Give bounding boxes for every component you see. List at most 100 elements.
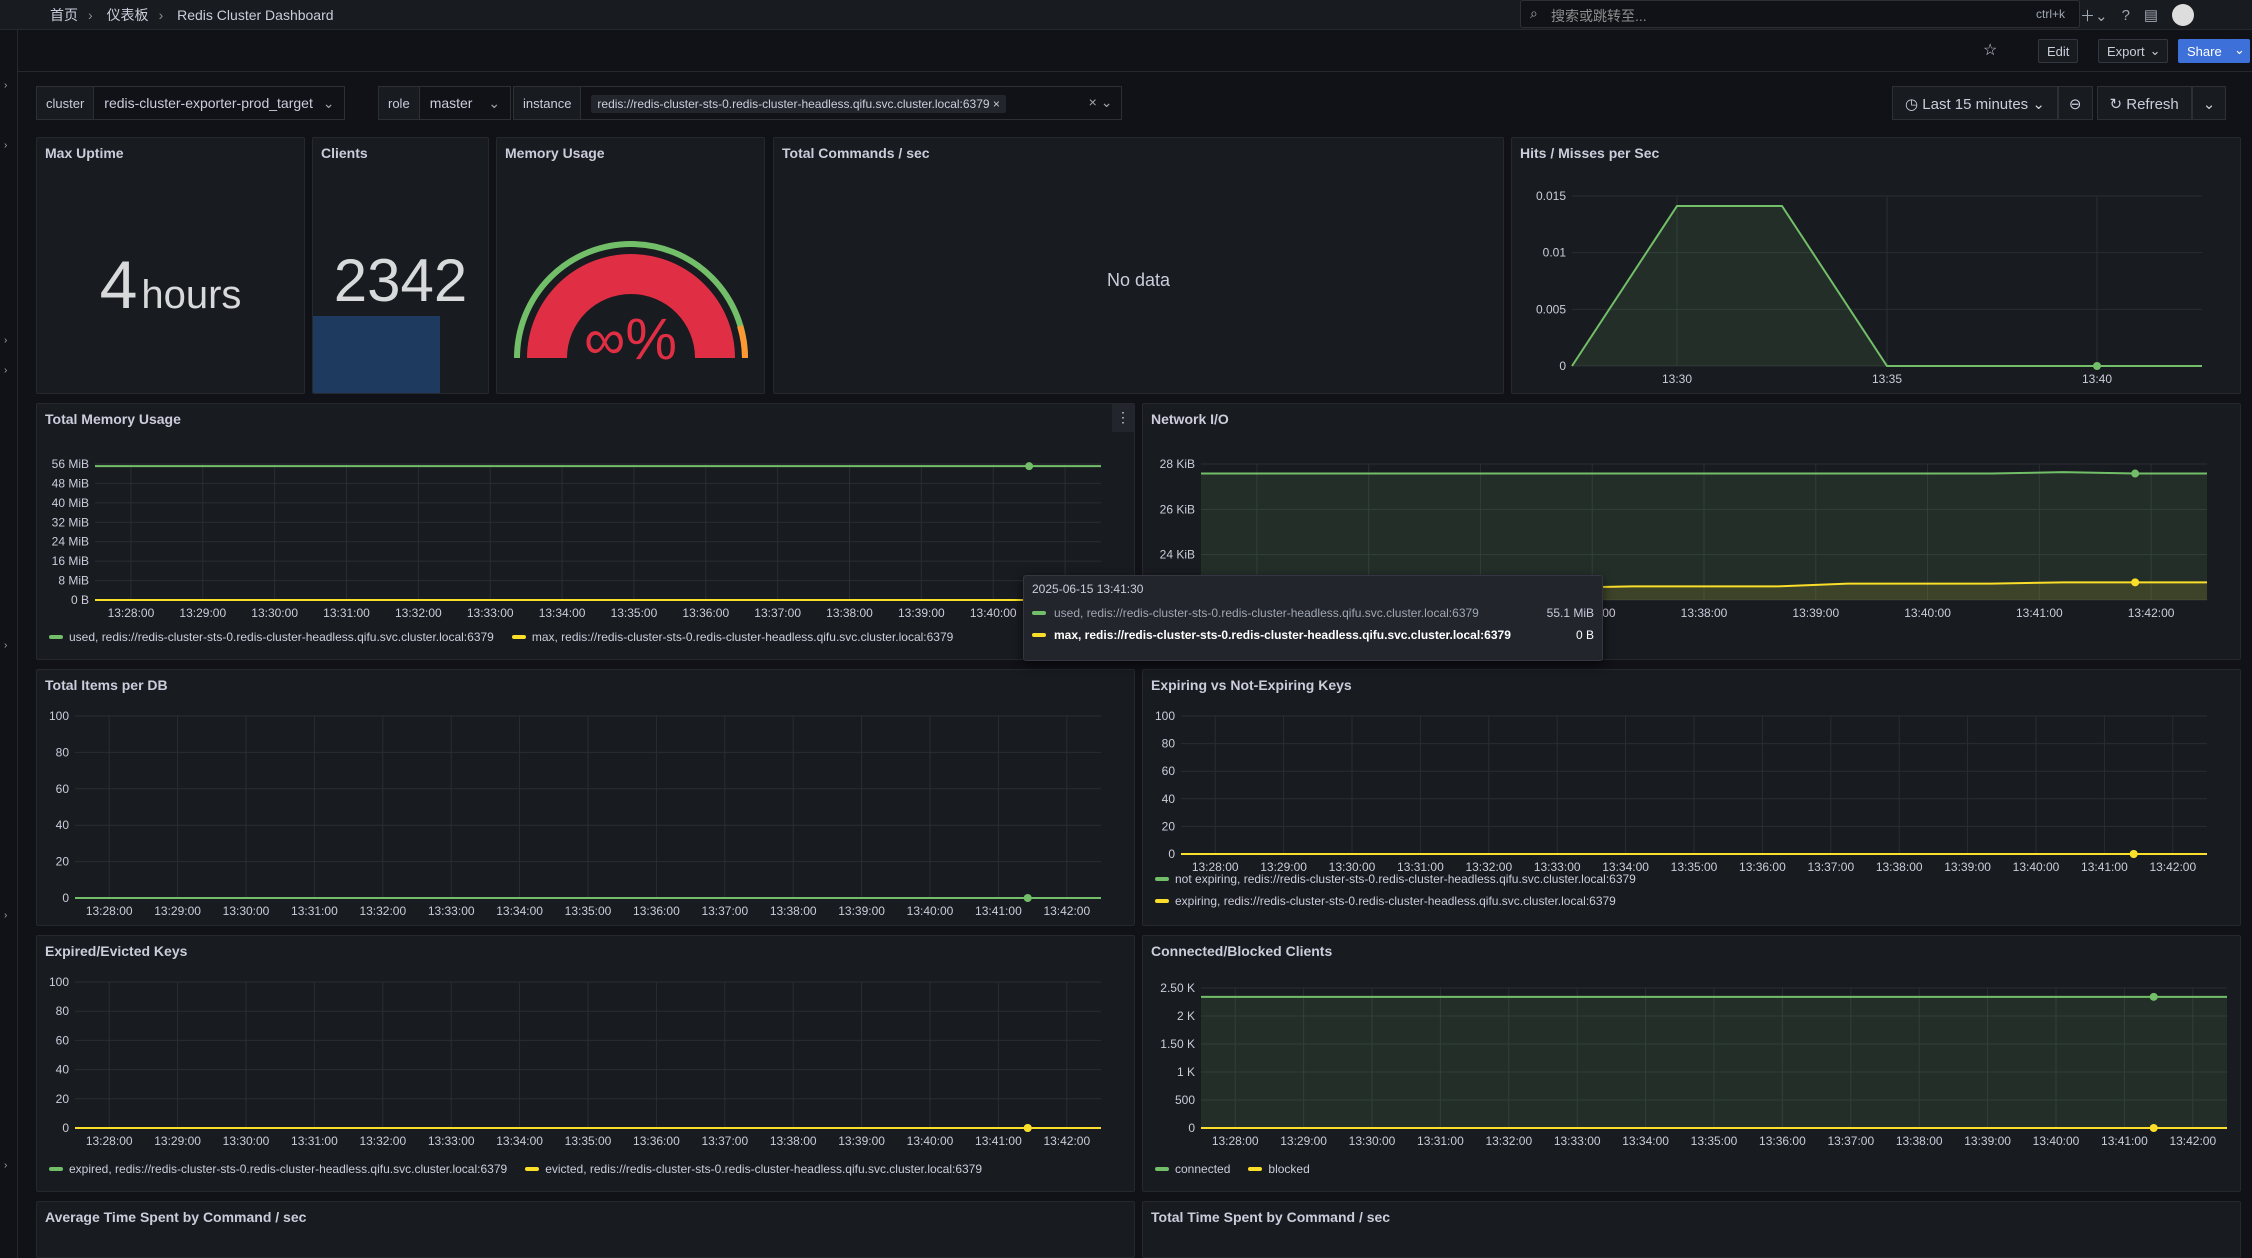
chevron-down-icon: ⌄ — [488, 95, 501, 111]
panel-hits-misses: Hits / Misses per Sec 0 0.005 0.01 0.015 13:… — [1511, 137, 2241, 394]
y-tick-label: 16 MiB — [52, 554, 89, 568]
y-tick-label: 40 — [56, 818, 70, 832]
cluster-value: redis-cluster-exporter-prod_target — [104, 95, 313, 111]
news-icon[interactable]: ▤ — [2143, 7, 2159, 24]
panel-expiring-keys: Expiring vs Not-Expiring Keys 0 20 40 60 80 1… — [1142, 669, 2241, 926]
chevron-icon[interactable]: › — [4, 365, 8, 376]
series-area — [1572, 206, 2202, 366]
breadcrumb-dashboards[interactable]: 仪表板 — [106, 7, 149, 23]
y-tick-label: 32 MiB — [52, 515, 89, 529]
share-button[interactable]: Share — [2178, 39, 2231, 63]
y-tick-label: 28 KiB — [1160, 457, 1195, 471]
x-tick-label: 13:29:00 — [154, 904, 201, 918]
legend-item[interactable]: expiring, redis://redis-cluster-sts-0.re… — [1155, 894, 1636, 908]
legend-swatch — [1155, 877, 1169, 881]
panel-title: Expired/Evicted Keys — [45, 943, 188, 959]
x-tick-label: 13:37:00 — [1827, 1134, 1874, 1148]
role-select[interactable]: master ⌄ — [419, 86, 512, 120]
panel-total-time: Total Time Spent by Command / sec — [1142, 1201, 2241, 1258]
chevron-icon[interactable]: › — [4, 80, 8, 91]
export-button[interactable]: Export ⌄ — [2098, 39, 2168, 63]
chevron-icon[interactable]: › — [4, 640, 8, 651]
cluster-select[interactable]: redis-cluster-exporter-prod_target ⌄ — [94, 86, 346, 120]
role-value: master — [429, 95, 473, 111]
panel-total-items: Total Items per DB 0 20 40 60 80 100 13:28:00 1… — [36, 669, 1135, 926]
x-tick-label: 13:30:00 — [1349, 1134, 1396, 1148]
memory-value: ∞% — [584, 307, 677, 372]
tooltip-value: 55.1 MiB — [1546, 606, 1594, 620]
y-tick-label: 0 B — [71, 593, 89, 607]
panel-menu-button[interactable]: ⋮ — [1112, 404, 1134, 432]
legend-item[interactable]: not expiring, redis://redis-cluster-sts-… — [1155, 872, 1636, 886]
x-tick-label: 13:28:00 — [86, 1134, 133, 1148]
x-tick-label: 13:32:00 — [1485, 1134, 1532, 1148]
search-input[interactable]: ⌕ 搜索或跳转至... ctrl+k — [1520, 0, 2080, 28]
remove-chip-icon[interactable]: × — [992, 97, 1000, 111]
legend-item[interactable]: max, redis://redis-cluster-sts-0.redis-c… — [511, 630, 953, 644]
instance-value: redis://redis-cluster-sts-0.redis-cluste… — [597, 97, 990, 111]
chevron-icon[interactable]: › — [4, 910, 8, 921]
panel-title: Connected/Blocked Clients — [1151, 943, 1333, 959]
chevron-icon[interactable]: › — [4, 335, 8, 346]
edit-button[interactable]: Edit — [2038, 39, 2079, 63]
help-icon[interactable]: ? — [2121, 6, 2130, 24]
share-dropdown-button[interactable]: ⌄ — [2229, 39, 2250, 63]
refresh-icon: ↻ — [2109, 96, 2123, 113]
x-tick-label: 13:41:00 — [2016, 606, 2063, 620]
zoom-out-icon: ⊖ — [2068, 96, 2082, 113]
y-tick-label: 500 — [1175, 1093, 1195, 1107]
x-tick-label: 13:31:00 — [323, 606, 370, 620]
legend-item[interactable]: blocked — [1248, 1162, 1310, 1176]
chevron-icon[interactable]: › — [4, 1160, 8, 1171]
instance-select[interactable]: redis://redis-cluster-sts-0.redis-cluste… — [581, 86, 1123, 120]
panel-title: Total Commands / sec — [782, 145, 930, 161]
hits-chart: 0 0.005 0.01 0.015 13:30 13:35 13:40 — [1536, 189, 2202, 386]
x-tick-label: 13:34:00 — [496, 904, 543, 918]
y-tick-label: 20 — [56, 855, 70, 869]
x-tick-label: 13:34:00 — [1622, 1134, 1669, 1148]
time-picker-button[interactable]: ◷ Last 15 minutes ⌄ — [1892, 86, 2058, 120]
refresh-button[interactable]: ↻ Refresh — [2096, 86, 2192, 120]
refresh-interval-button[interactable]: ⌄ — [2191, 86, 2227, 120]
top-bar: 首页 › 仪表板 › Redis Cluster Dashboard ⌕ 搜索或跳转… — [0, 0, 2252, 30]
y-tick-label: 0 — [62, 1121, 69, 1135]
y-tick-label: 0 — [1168, 847, 1175, 861]
uptime-value: 4 — [99, 247, 138, 323]
legend-item[interactable]: connected — [1155, 1162, 1230, 1176]
y-tick-label: 2 K — [1177, 1009, 1195, 1023]
x-tick-label: 13:30:00 — [223, 904, 270, 918]
tooltip-label: used, redis://redis-cluster-sts-0.redis-… — [1054, 606, 1479, 620]
connected-chart: 0 500 1 K 1.50 K 2 K 2.50 K 13:28:00 13:29:00 13… — [1160, 981, 2227, 1148]
x-tick-label: 13:42:00 — [1043, 1134, 1090, 1148]
x-tick-label: 13:28:00 — [1192, 860, 1239, 874]
x-tick-label: 13:36:00 — [633, 1134, 680, 1148]
plus-icon[interactable]: ＋⌄ — [2080, 7, 2108, 25]
y-tick-label: 60 — [56, 782, 70, 796]
legend-swatch — [511, 635, 526, 639]
legend-label: connected — [1175, 1162, 1231, 1176]
variable-instance: instance redis://redis-cluster-sts-0.red… — [513, 86, 1123, 120]
panel-title: Network I/O — [1151, 411, 1229, 427]
y-tick-label: 24 MiB — [52, 535, 89, 549]
variable-label: instance — [513, 86, 582, 120]
tooltip-row: used, redis://redis-cluster-sts-0.redis-… — [1032, 606, 1594, 620]
x-tick-label: 13:36:00 — [682, 606, 729, 620]
x-tick-label: 13:30:00 — [1329, 860, 1376, 874]
chevron-icon[interactable]: › — [4, 140, 8, 151]
breadcrumb-home[interactable]: 首页 — [50, 7, 78, 23]
legend-item[interactable]: expired, redis://redis-cluster-sts-0.red… — [49, 1162, 507, 1176]
legend-item[interactable]: evicted, redis://redis-cluster-sts-0.red… — [525, 1162, 982, 1176]
time-controls: ◷ Last 15 minutes ⌄ ⊖ ↻ Refresh ⌄ — [1892, 86, 2227, 120]
zoom-out-button[interactable]: ⊖ — [2057, 86, 2093, 120]
legend-item[interactable]: used, redis://redis-cluster-sts-0.redis-… — [49, 630, 494, 644]
hover-point — [2131, 578, 2140, 587]
avatar[interactable] — [2172, 4, 2195, 26]
star-icon[interactable]: ☆ — [1983, 42, 1998, 59]
y-tick-label: 2.50 K — [1160, 981, 1195, 995]
variable-cluster: cluster redis-cluster-exporter-prod_targ… — [36, 86, 346, 120]
x-tick-label: 13:34:00 — [1602, 860, 1649, 874]
legend-swatch — [1248, 1167, 1263, 1171]
clear-icon[interactable]: × ⌄ — [1088, 94, 1113, 110]
y-tick-label: 80 — [1162, 737, 1176, 751]
tooltip-value: 0 B — [1575, 628, 1594, 642]
